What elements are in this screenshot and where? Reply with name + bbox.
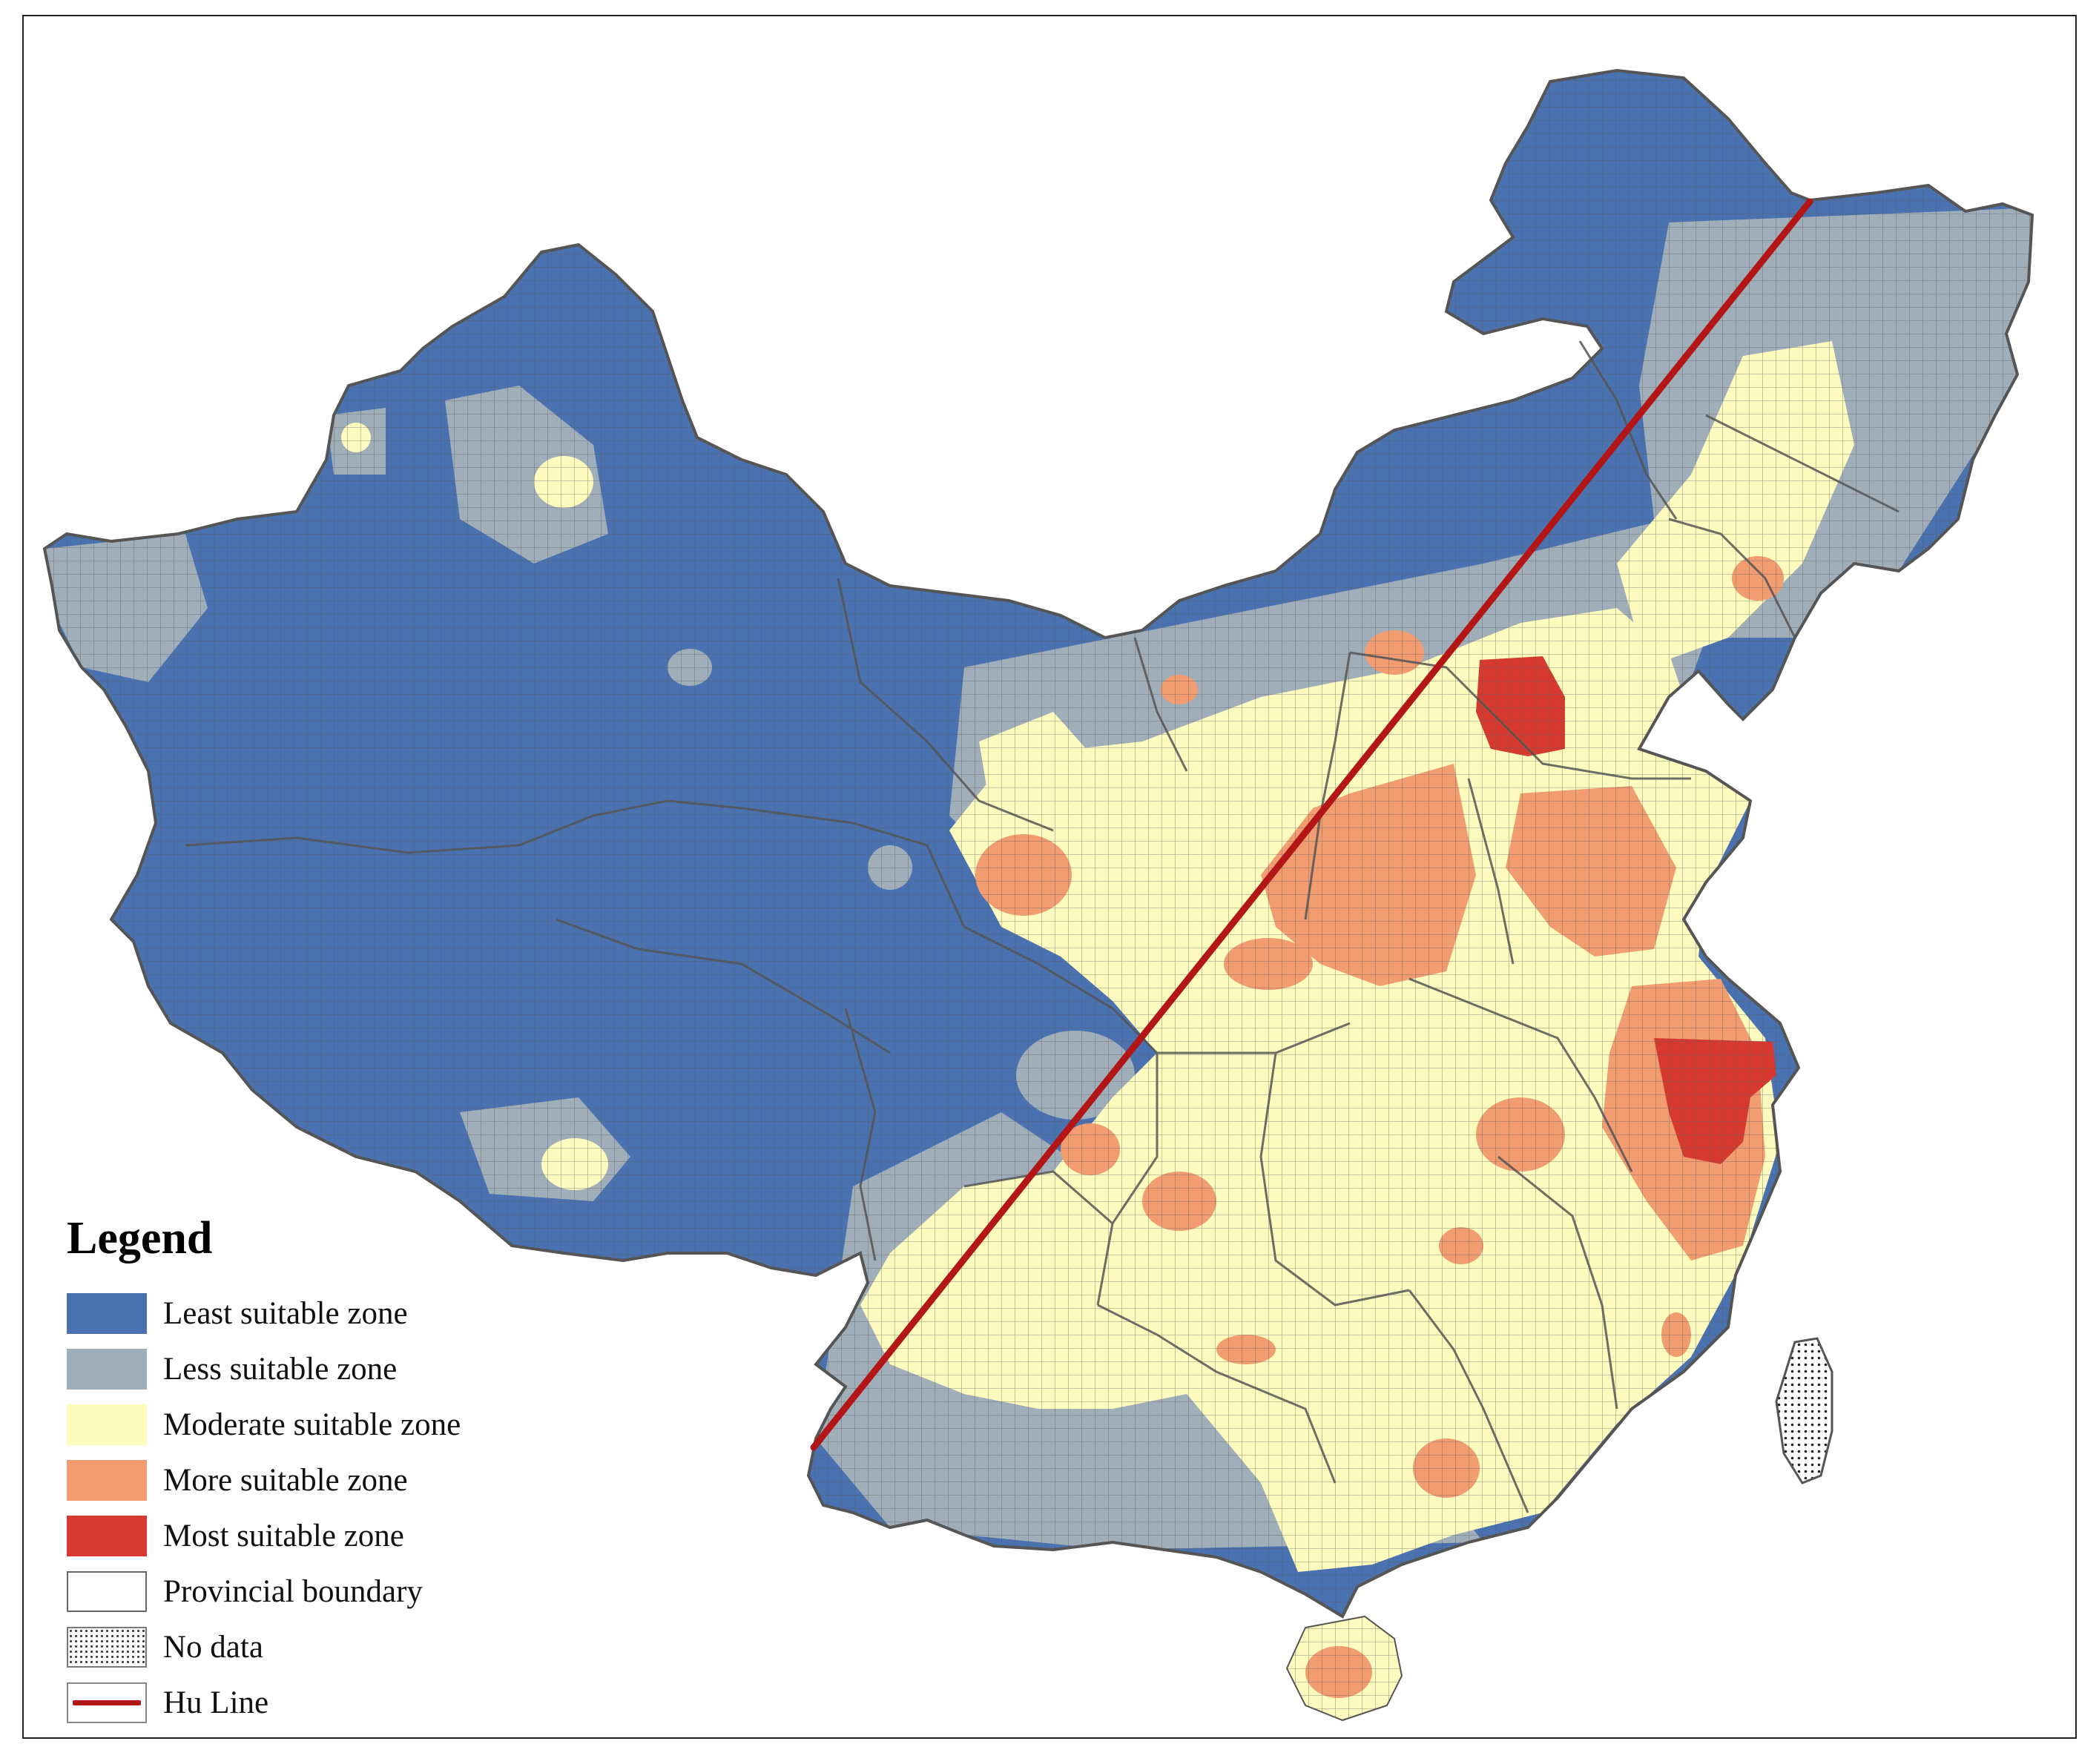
provincial-boundaries: [185, 340, 1899, 1513]
legend-label: Moderate suitable zone: [163, 1407, 461, 1442]
legend-swatch: [67, 1404, 147, 1445]
legend-item: No data: [67, 1619, 601, 1675]
legend-item: Less suitable zone: [67, 1341, 601, 1397]
legend-label: Provincial boundary: [163, 1574, 423, 1609]
legend-label: Less suitable zone: [163, 1352, 398, 1387]
legend-item: Most suitable zone: [67, 1508, 601, 1564]
legend-label: More suitable zone: [163, 1463, 408, 1498]
legend-swatch: [67, 1460, 147, 1501]
legend-items: Least suitable zone Less suitable zone Mod…: [67, 1286, 601, 1731]
taiwan-no-data: [1775, 1337, 1833, 1484]
legend-title: Legend: [67, 1213, 213, 1263]
legend-item: Provincial boundary: [67, 1564, 601, 1619]
legend-label: Hu Line: [163, 1685, 269, 1720]
legend-item: Least suitable zone: [67, 1286, 601, 1341]
legend-label: Most suitable zone: [163, 1519, 404, 1553]
legend-swatch: [67, 1349, 147, 1390]
legend-swatch: [67, 1293, 147, 1334]
legend-item: Moderate suitable zone: [67, 1397, 601, 1453]
legend: Legend Least suitable zone Less suitable …: [67, 1212, 601, 1731]
legend-swatch: [67, 1682, 147, 1723]
legend-swatch: [67, 1516, 147, 1556]
legend-item: Hu Line: [67, 1675, 601, 1731]
hu-line: [810, 198, 1813, 1451]
legend-label: Least suitable zone: [163, 1296, 408, 1331]
legend-swatch: [67, 1571, 147, 1612]
hainan-island: [1285, 1615, 1403, 1722]
legend-swatch: [67, 1627, 147, 1668]
legend-label: No data: [163, 1630, 263, 1665]
legend-item: More suitable zone: [67, 1453, 601, 1508]
